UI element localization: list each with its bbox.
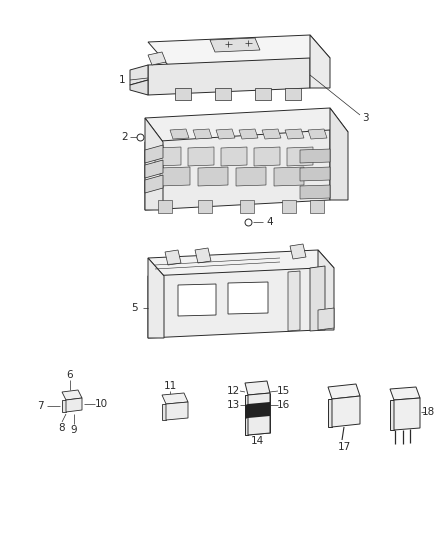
Polygon shape [394,398,420,430]
Polygon shape [332,396,360,427]
Polygon shape [162,404,166,420]
Polygon shape [245,404,248,419]
Polygon shape [262,129,281,139]
Polygon shape [255,88,271,100]
Polygon shape [145,108,348,142]
Polygon shape [188,147,214,166]
Polygon shape [328,384,360,399]
Polygon shape [130,80,148,95]
Polygon shape [210,38,260,52]
Polygon shape [300,149,330,163]
Polygon shape [178,284,216,316]
Polygon shape [145,160,163,178]
Polygon shape [221,147,247,166]
Polygon shape [254,147,280,166]
Polygon shape [300,167,330,181]
Polygon shape [145,175,163,193]
Polygon shape [330,108,348,200]
Text: 8: 8 [59,423,65,433]
Polygon shape [62,390,82,400]
Text: 6: 6 [67,370,73,380]
Text: 10: 10 [95,399,108,409]
Polygon shape [195,248,211,263]
Polygon shape [215,88,231,100]
Polygon shape [318,308,334,330]
Polygon shape [248,393,270,435]
Polygon shape [290,244,306,259]
Polygon shape [245,381,270,395]
Polygon shape [170,129,189,139]
Polygon shape [287,147,313,166]
Polygon shape [145,118,163,210]
Polygon shape [155,147,181,166]
Polygon shape [274,167,304,186]
Polygon shape [282,200,296,213]
Text: 5: 5 [132,303,138,313]
Text: 18: 18 [421,407,434,417]
Polygon shape [145,145,163,163]
Polygon shape [198,200,212,213]
Text: 1: 1 [119,75,125,85]
Polygon shape [310,35,330,88]
Text: 14: 14 [251,436,264,446]
Polygon shape [193,129,212,139]
Polygon shape [300,185,330,199]
Polygon shape [236,167,266,186]
Polygon shape [240,200,254,213]
Polygon shape [228,282,268,314]
Polygon shape [216,129,235,139]
Text: 9: 9 [71,425,78,435]
Text: 15: 15 [276,386,290,396]
Polygon shape [162,393,188,404]
Polygon shape [66,398,82,412]
Text: 4: 4 [267,217,273,227]
Text: 16: 16 [276,400,290,410]
Polygon shape [175,88,191,100]
Text: 7: 7 [37,401,43,411]
Polygon shape [148,258,164,338]
Polygon shape [390,400,394,430]
Polygon shape [288,271,300,331]
Polygon shape [328,399,332,427]
Polygon shape [160,167,190,186]
Polygon shape [318,250,334,330]
Polygon shape [130,65,148,85]
Polygon shape [239,129,258,139]
Polygon shape [158,200,172,213]
Polygon shape [62,400,66,412]
Polygon shape [310,200,324,213]
Text: 12: 12 [226,386,240,396]
Polygon shape [148,52,166,65]
Polygon shape [390,387,420,400]
Text: 17: 17 [337,442,351,452]
Polygon shape [198,167,228,186]
Polygon shape [148,58,310,95]
Polygon shape [248,402,270,418]
Polygon shape [148,268,318,338]
Text: 2: 2 [122,132,128,142]
Text: 13: 13 [226,400,240,410]
Polygon shape [145,130,330,210]
Polygon shape [310,266,325,331]
Text: 3: 3 [362,113,368,123]
Polygon shape [148,35,330,65]
Polygon shape [285,88,301,100]
Polygon shape [285,129,304,139]
Polygon shape [308,129,327,139]
Polygon shape [245,395,248,435]
Text: 11: 11 [163,381,177,391]
Polygon shape [166,402,188,420]
Polygon shape [148,250,334,276]
Polygon shape [165,250,181,265]
